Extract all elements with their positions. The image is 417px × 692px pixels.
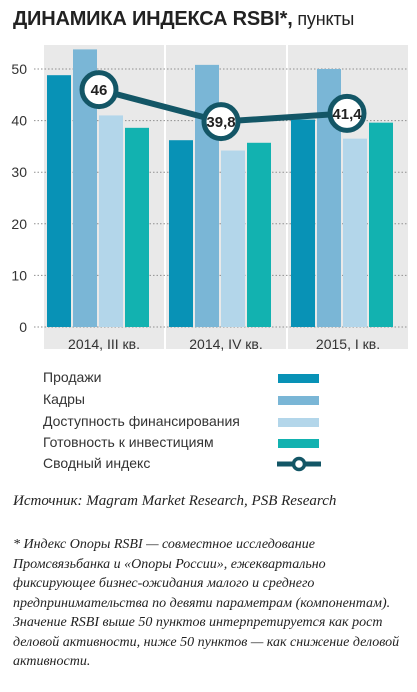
bar-3-0 <box>125 127 149 327</box>
y-tick-label: 40 <box>11 113 27 129</box>
y-tick-label: 50 <box>11 61 27 77</box>
legend-label-4: Сводный индекс <box>43 455 151 471</box>
legend-swatch-1 <box>278 396 319 405</box>
index-value-label: 41,4 <box>332 106 362 123</box>
chart-svg: 46 39,8 41,4 0 10 20 30 40 50 2014, III кв. 2014,… <box>11 45 408 352</box>
index-marker-1 <box>201 102 241 142</box>
y-tick-label: 30 <box>11 164 27 180</box>
y-tick-label: 20 <box>11 216 27 232</box>
index-marker-2 <box>327 93 367 133</box>
index-line: 46 39,8 41,4 <box>79 70 367 142</box>
tick-labels: 0 10 20 30 40 50 2014, III кв. 2014, IV кв. 2015… <box>11 61 380 352</box>
bar-0-0 <box>47 75 71 327</box>
bar-2-0 <box>99 115 123 327</box>
bar-3-1 <box>247 142 271 327</box>
legend-label-2: Доступность финансирования <box>43 413 240 429</box>
legend-label-3: Готовность к инвестициям <box>43 434 214 450</box>
index-value-label: 39,8 <box>206 114 235 131</box>
bar-3-2 <box>369 122 393 327</box>
legend-label-1: Кадры <box>43 391 85 407</box>
legend-label-0: Продажи <box>43 369 102 385</box>
y-tick-label: 0 <box>19 319 27 335</box>
chart-title-main: ДИНАМИКА ИНДЕКСА RSBI*, <box>13 8 293 30</box>
index-value-label: 46 <box>91 82 108 99</box>
legend-swatch-0 <box>278 374 319 383</box>
bar-0-1 <box>169 140 193 327</box>
index-marker-0 <box>79 70 119 110</box>
legend-swatch-3 <box>278 439 319 448</box>
bar-2-2 <box>343 138 367 327</box>
bar-0-2 <box>291 119 315 328</box>
source-note: Источник: Magram Market Research, PSB Re… <box>13 493 337 509</box>
footnote: * Индекс Опоры RSBI — совместное исследо… <box>13 537 400 669</box>
chart-title-unit: пункты <box>292 9 355 29</box>
x-tick-label: 2014, III кв. <box>68 336 140 352</box>
legend-line-icon <box>277 456 321 472</box>
x-tick-label: 2014, IV кв. <box>189 336 263 352</box>
bar-2-1 <box>221 150 245 327</box>
chart-title: ДИНАМИКА ИНДЕКСА RSBI*, пункты <box>13 8 354 31</box>
y-tick-label: 10 <box>11 267 27 283</box>
x-tick-label: 2015, I кв. <box>316 336 380 352</box>
legend-swatch-2 <box>278 418 319 427</box>
